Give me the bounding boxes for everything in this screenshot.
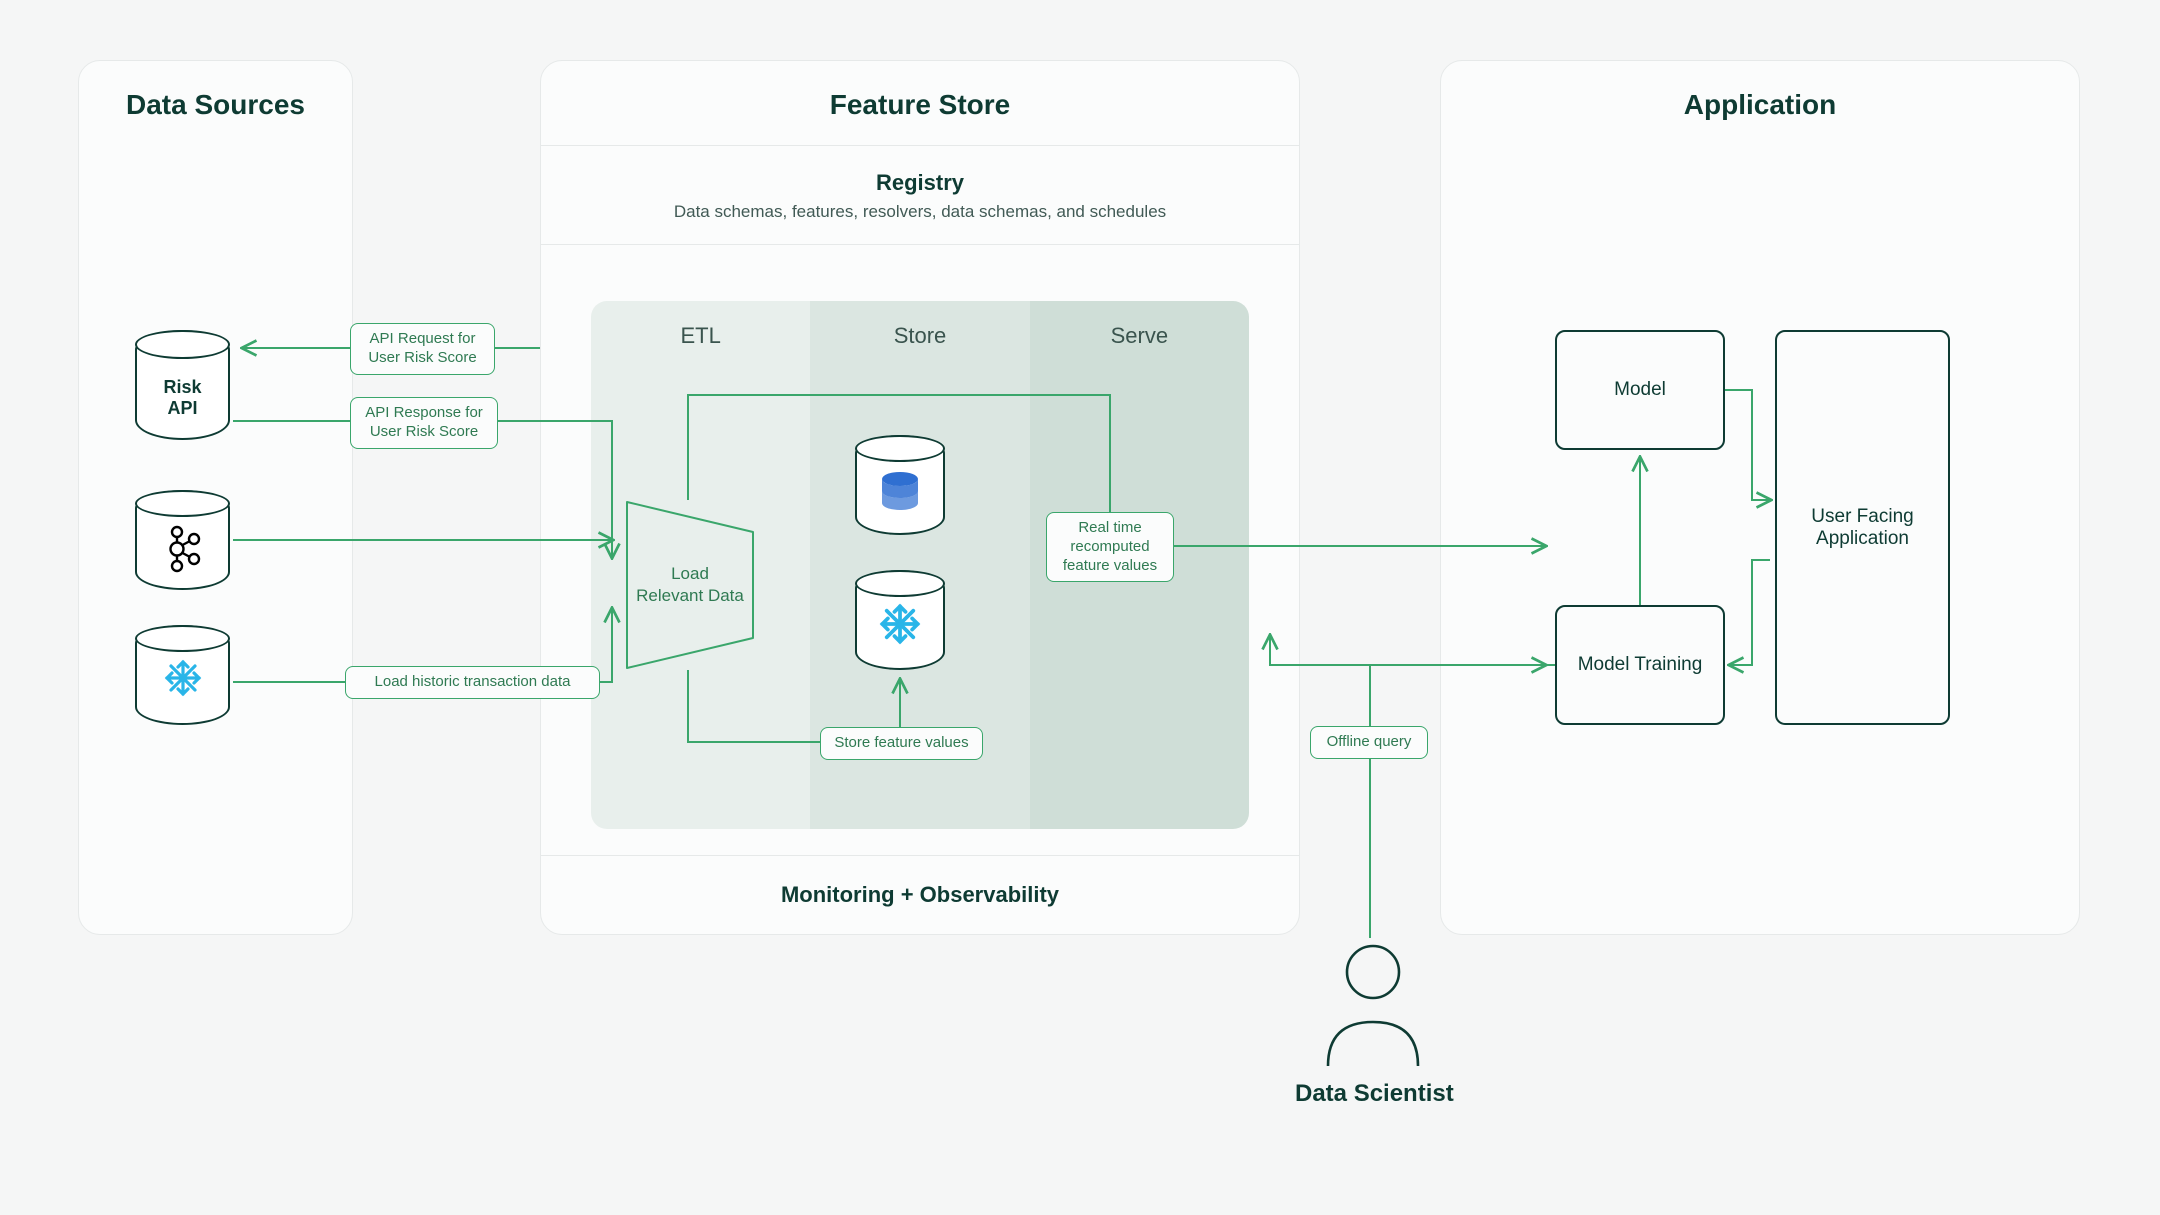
pipeline-label-serve: Serve [1030,301,1249,349]
label-store-feature-values: Store feature values [820,727,983,760]
registry-block: Registry Data schemas, features, resolve… [541,146,1299,245]
load-relevant-data-label: Load Relevant Data [625,500,755,670]
cylinder-risk-api: Risk API [135,330,230,440]
box-user-app-label: User Facing Application [1811,506,1913,550]
panel-title-feature: Feature Store [541,61,1299,146]
load-relevant-data-node: Load Relevant Data [625,500,755,670]
registry-subtitle: Data schemas, features, resolvers, data … [541,202,1299,222]
label-realtime: Real time recomputed feature values [1046,512,1174,582]
risk-api-label: Risk API [137,377,228,420]
monitoring-block: Monitoring + Observability [541,855,1299,934]
pipeline-label-store: Store [810,301,1029,349]
panel-application: Application [1440,60,2080,935]
panel-title-sources: Data Sources [79,61,352,145]
snowflake-store-icon [879,603,921,645]
box-model-training: Model Training [1555,605,1725,725]
label-api-response: API Response for User Risk Score [350,397,498,449]
box-user-facing-app: User Facing Application [1775,330,1950,725]
label-api-request: API Request for User Risk Score [350,323,495,375]
kafka-icon [165,525,201,573]
box-model-training-label: Model Training [1578,654,1703,676]
data-scientist-icon [1318,940,1428,1070]
box-model-label: Model [1614,379,1666,401]
panel-title-app: Application [1441,61,2079,145]
registry-title: Registry [541,170,1299,196]
label-load-historic: Load historic transaction data [345,666,600,699]
pipeline-label-etl: ETL [591,301,810,349]
dynamodb-icon [878,470,922,520]
box-model: Model [1555,330,1725,450]
snowflake-source-icon [164,659,202,697]
label-offline-query: Offline query [1310,726,1428,759]
data-scientist-label: Data Scientist [1295,1080,1454,1108]
